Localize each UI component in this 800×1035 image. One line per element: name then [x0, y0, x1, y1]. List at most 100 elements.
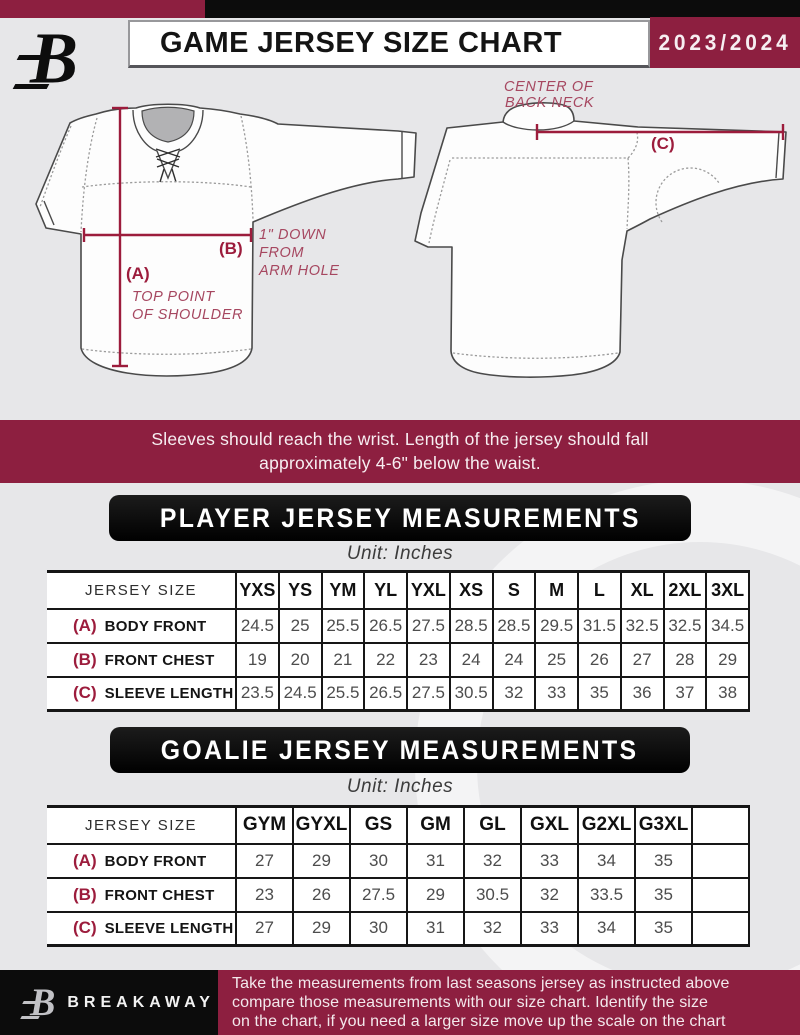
measurement-value: 28 [662, 641, 708, 678]
measurement-value: 33 [520, 842, 579, 879]
measurement-value: 33 [520, 910, 579, 947]
measurement-value: 28.5 [491, 607, 537, 644]
measurement-value: 35 [634, 910, 693, 947]
measurement-value: 23.5 [235, 675, 280, 712]
measurement-value: 30.5 [463, 876, 522, 913]
size-column-header: M [534, 570, 579, 610]
top-strip-maroon [0, 0, 205, 18]
label-b: (B) [219, 239, 243, 258]
measurement-value: 19 [235, 641, 280, 678]
caption-b-2: FROM [259, 245, 304, 261]
caption-c-1: CENTER OF [504, 79, 594, 95]
goalie-section-title: GOALIE JERSEY MEASUREMENTS [161, 734, 639, 765]
footer: B BREAKAWAY Take the measurements from l… [0, 970, 800, 1035]
label-c: (C) [651, 134, 675, 153]
size-column-header: YM [320, 570, 366, 610]
measurement-a-line [112, 106, 128, 368]
measurement-value: 24 [491, 641, 537, 678]
measurement-value: 27 [235, 910, 294, 947]
measurement-value: 33 [534, 675, 579, 712]
size-column-header: YS [277, 570, 323, 610]
goalie-unit-label: Unit: Inches [346, 776, 454, 797]
row-label: SLEEVE LENGTH [104, 920, 234, 938]
measurement-value: 26 [292, 876, 351, 913]
season-label: 2023/2024 [658, 29, 792, 55]
size-column-header: S [491, 570, 537, 610]
table-row: (A) BODY FRONT 27 29 30 31 32 33 34 35 [47, 842, 750, 879]
measurement-value: 35 [577, 675, 622, 712]
size-column-header: GYM [235, 805, 294, 845]
size-column-header: GM [406, 805, 465, 845]
measurement-value: 30 [349, 910, 408, 947]
goalie-measurements-table: JERSEY SIZE GYM GYXL GS GM GL GXL G2XL G3XL (A) BO… [47, 805, 750, 947]
measurement-value: 34 [577, 842, 636, 879]
caption-a-2: OF SHOULDER [132, 307, 243, 323]
size-column-header: XS [448, 570, 494, 610]
table-row: (B) FRONT CHEST 19 20 21 22 23 24 24 25 26 27 28 29 [47, 641, 750, 678]
title-box: GAME JERSEY SIZE CHART [128, 20, 650, 68]
row-key: (C) [73, 683, 97, 703]
row-key: (A) [73, 615, 97, 635]
measurement-value: 29 [292, 842, 351, 879]
size-column-header: YL [363, 570, 408, 610]
footer-line-1: Take the measurements from last seasons … [232, 974, 730, 992]
measurement-value: 30.5 [448, 675, 494, 712]
caption-a-1: TOP POINT [132, 289, 215, 305]
measurement-value: 32.5 [619, 607, 665, 644]
measurement-value: 26.5 [363, 675, 408, 712]
jersey-diagrams: (A) TOP POINT OF SHOULDER (B) 1" DOWN FR… [35, 79, 787, 378]
size-column-header [691, 805, 750, 845]
fit-note-banner: Sleeves should reach the wrist. Length o… [0, 420, 800, 483]
measurement-value: 23 [235, 876, 294, 913]
row-label-cell: (C) SLEEVE LENGTH [47, 675, 237, 712]
logo-bar [20, 1015, 40, 1019]
measurement-value: 20 [277, 641, 323, 678]
size-column-header: YXS [235, 570, 280, 610]
measurement-value: 22 [363, 641, 408, 678]
footer-instructions: Take the measurements from last seasons … [218, 970, 800, 1035]
measurement-value: 36 [619, 675, 665, 712]
measurement-value: 27 [235, 842, 294, 879]
measurement-value: 26.5 [363, 607, 408, 644]
measurement-value: 37 [662, 675, 708, 712]
size-column-header: GXL [520, 805, 579, 845]
measurement-value: 24.5 [235, 607, 280, 644]
fit-note-line-2: approximately 4-6" below the waist. [259, 453, 541, 473]
row-label-cell: (A) BODY FRONT [47, 607, 237, 644]
back-seams [428, 131, 780, 359]
size-column-header: L [577, 570, 622, 610]
measurement-value: 35 [634, 842, 693, 879]
jersey-size-header-cell: JERSEY SIZE [47, 570, 237, 610]
table-row: (C) SLEEVE LENGTH 23.5 24.5 25.5 26.5 27.5 30.5… [47, 675, 750, 712]
row-key: (B) [73, 649, 97, 669]
row-label: SLEEVE LENGTH [104, 685, 234, 703]
row-label: BODY FRONT [104, 617, 207, 635]
measurement-value: 33.5 [577, 876, 636, 913]
row-label-cell: (C) SLEEVE LENGTH [47, 910, 237, 947]
player-section-header: PLAYER JERSEY MEASUREMENTS [108, 495, 692, 541]
measurement-value: 25.5 [320, 675, 366, 712]
page-title: GAME JERSEY SIZE CHART [160, 27, 563, 59]
row-label-cell: (B) FRONT CHEST [47, 876, 237, 913]
measurement-value: 29 [705, 641, 750, 678]
size-column-header: GS [349, 805, 408, 845]
front-jersey-outline [35, 103, 417, 377]
measurement-value: 27.5 [349, 876, 408, 913]
measurement-value: 25.5 [320, 607, 366, 644]
measurement-c-line [535, 124, 785, 140]
row-label: BODY FRONT [104, 852, 207, 870]
table-row: (B) FRONT CHEST 23 26 27.5 29 30.5 32 33.5 35 [47, 876, 750, 913]
measurement-b-line [82, 228, 253, 242]
front-seams [39, 115, 403, 355]
row-key: (C) [73, 918, 97, 938]
breakaway-logo: B [12, 21, 78, 95]
top-strip-black [205, 0, 800, 18]
season-badge: 2023/2024 [650, 17, 800, 68]
measurement-value: 32 [520, 876, 579, 913]
row-key: (A) [73, 850, 97, 870]
logo-bar [16, 55, 50, 60]
back-jersey-outline [414, 102, 787, 378]
label-a: (A) [126, 264, 150, 283]
row-label-cell: (B) FRONT CHEST [47, 641, 237, 678]
size-column-header: YXL [406, 570, 451, 610]
